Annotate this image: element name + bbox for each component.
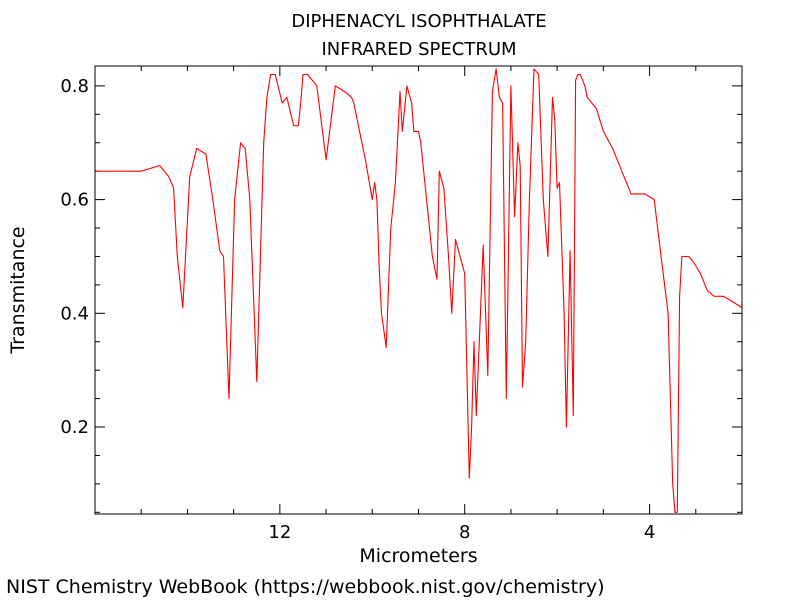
x-tick-label: 8 (459, 522, 470, 543)
y-tick-label: 0.6 (60, 190, 89, 211)
y-tick-label: 0.4 (60, 303, 89, 324)
axis-tick-labels: 12 8 4 0.2 0.4 0.6 0.8 (60, 76, 655, 543)
y-axis-label: Transmitance (7, 226, 29, 354)
y-tick-label: 0.8 (60, 76, 89, 97)
transmittance-curve (95, 68, 743, 513)
x-tick-label: 12 (268, 522, 291, 543)
source-credit: NIST Chemistry WebBook (https://webbook.… (6, 576, 605, 598)
x-tick-label: 4 (644, 522, 655, 543)
plot-frame (94, 65, 743, 515)
y-tick-label: 0.2 (60, 417, 89, 438)
x-axis-label: Micrometers (359, 545, 477, 567)
chart-subtitle: INFRARED SPECTRUM (321, 39, 517, 60)
chart-title: DIPHENACYL ISOPHTHALATE (291, 11, 547, 32)
